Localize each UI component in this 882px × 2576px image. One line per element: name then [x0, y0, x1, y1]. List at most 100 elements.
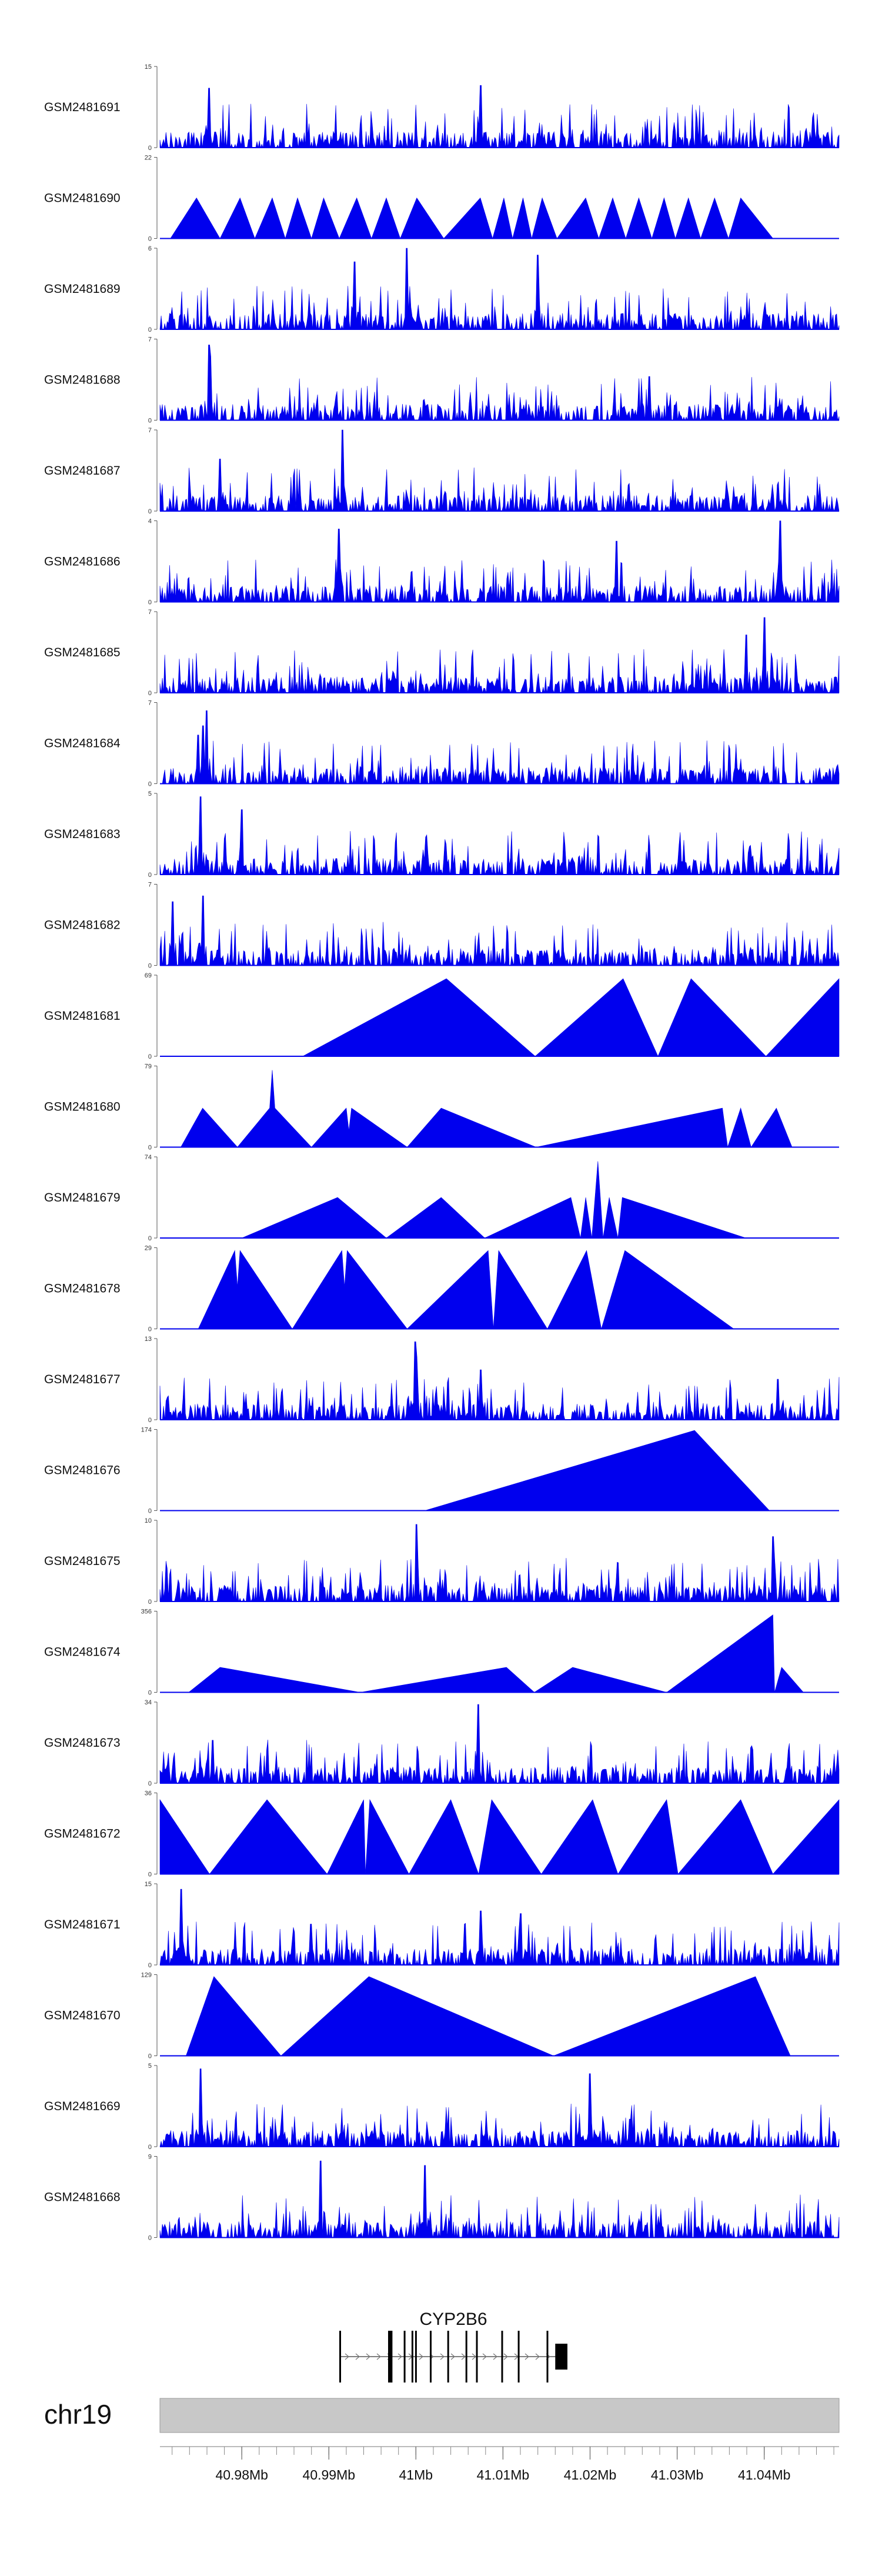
strand-chevron	[482, 2353, 487, 2360]
strand-chevron	[503, 2353, 508, 2360]
y-max-label: 13	[145, 1336, 152, 1343]
y-max-label: 174	[141, 1427, 152, 1434]
track-label: GSM2481687	[44, 464, 121, 478]
y-max-label: 15	[145, 1881, 152, 1888]
track-label: GSM2481671	[44, 1918, 121, 1931]
track-label: GSM2481683	[44, 827, 121, 841]
track-GSM2481675: GSM2481675 10 0	[44, 1517, 840, 1606]
exon	[476, 2331, 478, 2383]
strand-chevron	[419, 2353, 423, 2360]
exon	[555, 2344, 567, 2370]
y-min-label: 0	[148, 145, 152, 152]
track-label: GSM2481677	[44, 1373, 121, 1386]
coverage-area	[159, 1798, 840, 1875]
y-max-label: 36	[145, 1790, 152, 1797]
chromosome-label: chr19	[44, 2399, 112, 2430]
coverage-area	[302, 978, 840, 1057]
y-max-label: 7	[148, 700, 152, 707]
y-min-label: 0	[148, 781, 152, 788]
exon	[546, 2331, 549, 2383]
axis-tick-label: 41.04Mb	[738, 2467, 791, 2482]
exon	[465, 2331, 467, 2383]
track-GSM2481672: GSM2481672 36 0	[44, 1790, 840, 1878]
y-min-label: 0	[148, 690, 152, 697]
track-label: GSM2481688	[44, 373, 121, 387]
track-label: GSM2481689	[44, 282, 121, 296]
exon	[447, 2331, 449, 2383]
y-max-label: 9	[148, 2154, 152, 2161]
track-GSM2481669: GSM2481669 5 0	[44, 2063, 840, 2151]
y-max-label: 6	[148, 245, 152, 252]
strand-chevron	[450, 2353, 455, 2360]
chromosome-band	[159, 2398, 840, 2433]
y-min-label: 0	[148, 2235, 152, 2242]
track-label: GSM2481678	[44, 1282, 121, 1296]
axis-tick-label: 41Mb	[399, 2467, 433, 2482]
exon	[411, 2331, 413, 2383]
track-label: GSM2481684	[44, 737, 121, 750]
y-max-label: 74	[145, 1154, 152, 1161]
y-min-label: 0	[148, 599, 152, 606]
strand-chevron	[355, 2353, 360, 2360]
coverage-area	[159, 895, 840, 966]
coverage-area	[159, 248, 840, 331]
track-GSM2481683: GSM2481683 5 0	[44, 790, 840, 879]
exon	[403, 2331, 406, 2383]
track-label: GSM2481668	[44, 2191, 121, 2204]
coverage-area	[425, 1430, 770, 1511]
y-min-label: 0	[148, 872, 152, 879]
exon	[501, 2331, 503, 2383]
track-GSM2481689: GSM2481689 6 0	[44, 245, 840, 333]
coverage-area	[180, 1070, 793, 1148]
y-min-label: 0	[148, 418, 152, 425]
y-min-label: 0	[148, 1053, 152, 1060]
y-max-label: 4	[148, 518, 152, 525]
y-min-label: 0	[148, 963, 152, 970]
y-min-label: 0	[148, 1871, 152, 1878]
axis-tick-label: 41.01Mb	[477, 2467, 530, 2482]
y-max-label: 79	[145, 1063, 152, 1070]
strand-chevron	[535, 2353, 540, 2360]
strand-chevron	[440, 2353, 445, 2360]
y-min-label: 0	[148, 1962, 152, 1969]
strand-chevron	[472, 2353, 476, 2360]
y-max-label: 7	[148, 427, 152, 434]
y-min-label: 0	[148, 1599, 152, 1606]
y-min-label: 0	[148, 236, 152, 243]
coverage-area	[159, 85, 840, 149]
track-label: GSM2481685	[44, 646, 121, 659]
exon	[415, 2331, 417, 2383]
track-GSM2481685: GSM2481685 7 0	[44, 609, 840, 697]
track-GSM2481682: GSM2481682 7 0	[44, 882, 840, 970]
exon	[517, 2331, 520, 2383]
y-min-label: 0	[148, 2053, 152, 2060]
gene-annotation: CYP2B6	[339, 2310, 567, 2383]
track-GSM2481668: GSM2481668 9 0	[44, 2154, 840, 2242]
strand-chevron	[524, 2353, 529, 2360]
track-label: GSM2481690	[44, 192, 121, 205]
y-max-label: 15	[145, 64, 152, 71]
y-max-label: 10	[145, 1517, 152, 1524]
y-max-label: 7	[148, 336, 152, 343]
strand-chevron	[366, 2353, 370, 2360]
coverage-area	[160, 710, 840, 785]
track-label: GSM2481682	[44, 919, 121, 932]
track-label: GSM2481670	[44, 2009, 121, 2023]
y-max-label: 7	[148, 882, 152, 889]
coverage-area	[170, 197, 774, 239]
coverage-area	[198, 1250, 734, 1330]
strand-chevron	[493, 2353, 497, 2360]
coverage-area	[159, 429, 840, 512]
exon	[339, 2331, 341, 2383]
coverage-area	[159, 345, 840, 421]
genome-axis: chr19 40.98Mb 40.99Mb 41Mb 41.01Mb 41.02Mb 41…	[44, 2398, 840, 2482]
strand-chevron	[461, 2353, 466, 2360]
exon	[430, 2331, 432, 2383]
y-min-label: 0	[148, 1235, 152, 1242]
coverage-area	[159, 2068, 840, 2148]
axis-tick-label: 40.98Mb	[215, 2467, 268, 2482]
y-max-label: 29	[145, 1245, 152, 1252]
track-GSM2481684: GSM2481684 7 0	[44, 700, 840, 788]
coverage-area	[159, 1342, 840, 1421]
track-label: GSM2481681	[44, 1009, 121, 1023]
